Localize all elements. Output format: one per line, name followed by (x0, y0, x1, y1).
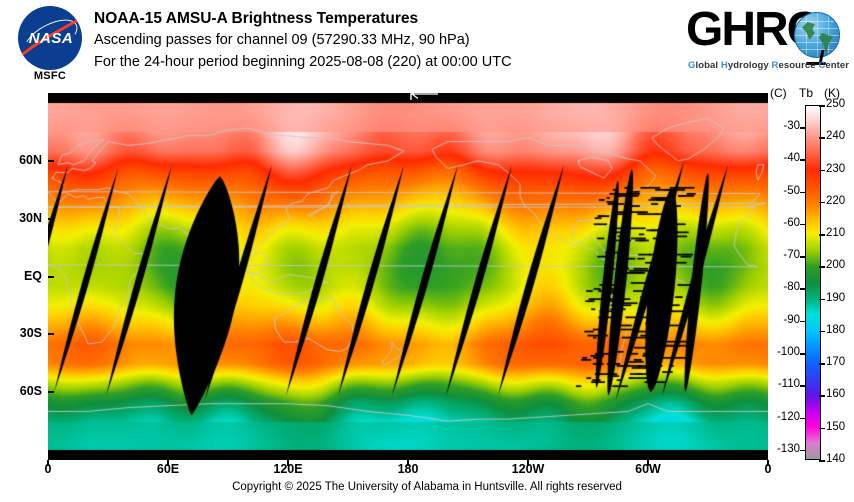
colorbar-kelvin-tick (819, 169, 825, 172)
ghrc-tagline-part: R (771, 60, 779, 71)
ghrc-globe-base (806, 62, 826, 65)
ghrc-tagline-part: G (688, 60, 696, 71)
longitude-tick-label: 60E (156, 462, 180, 476)
brightness-temperature-map (48, 93, 768, 460)
longitude-tick (287, 460, 289, 466)
colorbar-celsius-label: -30 (783, 120, 800, 133)
latitude-tick (48, 159, 54, 162)
colorbar-celsius-tick (800, 127, 806, 129)
nasa-wordmark: NASA (28, 30, 74, 47)
colorbar-kelvin-tick (819, 201, 825, 204)
longitude-tick-label: 60W (635, 462, 661, 476)
colorbar-celsius-tick (800, 191, 806, 194)
nasa-logo: NASA MSFC (12, 6, 88, 82)
colorbar-kelvin-label: 250 (826, 98, 846, 110)
latitude-tick-label: 60S (19, 384, 42, 399)
colorbar-kelvin-label: 230 (826, 162, 846, 175)
longitude-tick (47, 460, 49, 466)
longitude-tick-label: 0 (764, 462, 772, 476)
colorbar-celsius-header: (C) (770, 86, 787, 100)
colorbar-celsius-tick (800, 288, 806, 290)
colorbar-kelvin-tick (819, 105, 825, 107)
colorbar-kelvin-label: 210 (826, 227, 846, 240)
latitude-tick-label: 30S (19, 326, 42, 341)
subtitle-period: For the 24-hour period beginning 2025-08… (94, 54, 512, 70)
nasa-meatball-icon: NASA (18, 6, 82, 70)
longitude-tick-label: 120E (273, 462, 303, 476)
colorbar-celsius-tick (800, 353, 806, 355)
latitude-tick-label: EQ (23, 268, 42, 283)
colorbar-celsius-tick (800, 449, 806, 452)
colorbar-kelvin-tick (819, 330, 825, 333)
colorbar-kelvin-tick (819, 460, 825, 462)
longitude-tick-label: 120W (511, 462, 545, 476)
colorbar-kelvin-label: 150 (826, 420, 846, 433)
colorbar-celsius-label: -90 (783, 313, 800, 326)
latitude-tick (48, 275, 54, 278)
colorbar-kelvin-tick (819, 395, 825, 397)
colorbar-celsius-tick (800, 256, 806, 258)
subtitle-channel: Ascending passes for channel 09 (57290.3… (94, 32, 470, 48)
colorbar-celsius-tick (800, 417, 806, 420)
ghrc-tagline-part: enter (825, 60, 850, 71)
colorbar-kelvin-tick (819, 427, 825, 430)
latitude-tick (48, 333, 54, 336)
colorbar-kelvin-label: 140 (826, 453, 846, 465)
latitude-tick (48, 391, 54, 394)
colorbar-celsius-tick (800, 223, 806, 226)
colorbar-kelvin-label: 200 (826, 259, 846, 272)
colorbar-celsius-label: -130 (776, 442, 800, 455)
ghrc-tagline-part: esource (778, 60, 819, 71)
colorbar-kelvin-header: (K) (824, 86, 840, 100)
colorbar-kelvin-label: 160 (826, 388, 846, 401)
colorbar-kelvin-tick (819, 137, 825, 139)
colorbar-celsius-label: -60 (783, 216, 800, 229)
latitude-tick (48, 217, 54, 220)
colorbar-celsius-label: -70 (783, 249, 800, 262)
ghrc-logo: G H R C Global Hydrology Resource Center (686, 4, 849, 76)
colorbar-kelvin-tick (819, 266, 825, 268)
ghrc-tagline-part: lobal (695, 60, 721, 71)
ghrc-tagline-part: C (818, 60, 826, 71)
ghrc-tagline: Global Hydrology Resource Center (688, 60, 849, 71)
colorbar-celsius-label: -110 (777, 378, 800, 391)
longitude-tick-label: 0 (44, 462, 52, 476)
colorbar-celsius-label: -80 (783, 281, 800, 294)
longitude-tick (647, 460, 649, 466)
longitude-tick (167, 460, 169, 466)
longitude-tick (527, 460, 529, 466)
colorbar-kelvin-tick (819, 234, 825, 236)
colorbar-celsius-tick (800, 159, 806, 161)
colorbar-kelvin-label: 170 (826, 356, 846, 369)
ghrc-globe-icon (794, 12, 840, 58)
nasa-center-label: MSFC (33, 70, 67, 82)
temperature-colorbar (805, 105, 821, 460)
colorbar-celsius-label: -120 (776, 410, 800, 423)
colorbar-celsius-label: -100 (776, 346, 800, 359)
colorbar-kelvin-tick (819, 298, 825, 301)
colorbar-kelvin-tick (819, 363, 825, 365)
title-block: NOAA-15 AMSU-A Brightness Temperatures A… (94, 8, 674, 73)
colorbar-kelvin-label: 240 (826, 130, 846, 143)
colorbar-celsius-label: -50 (783, 184, 800, 197)
latitude-tick-label: 60N (19, 152, 42, 167)
colorbar-kelvin-label: 180 (826, 323, 846, 336)
map-plot-area (48, 93, 768, 460)
page-title: NOAA-15 AMSU-A Brightness Temperatures (94, 10, 419, 27)
copyright-notice: Copyright © 2025 The University of Alaba… (232, 481, 622, 493)
colorbar-celsius-tick (800, 385, 806, 387)
ghrc-tagline-part: H (720, 60, 728, 71)
latitude-tick-label: 30N (19, 210, 42, 225)
colorbar-title: Tb (799, 86, 814, 100)
longitude-tick (407, 460, 409, 466)
longitude-tick (767, 460, 769, 466)
colorbar-celsius-label: -40 (783, 152, 800, 165)
ghrc-tagline-part: ydrology (727, 60, 772, 71)
colorbar-celsius-tick (800, 320, 806, 323)
orbit-start-marker-icon (410, 88, 438, 100)
colorbar-kelvin-label: 190 (826, 291, 846, 304)
colorbar-kelvin-label: 220 (826, 194, 846, 207)
longitude-tick-label: 180 (397, 462, 419, 476)
